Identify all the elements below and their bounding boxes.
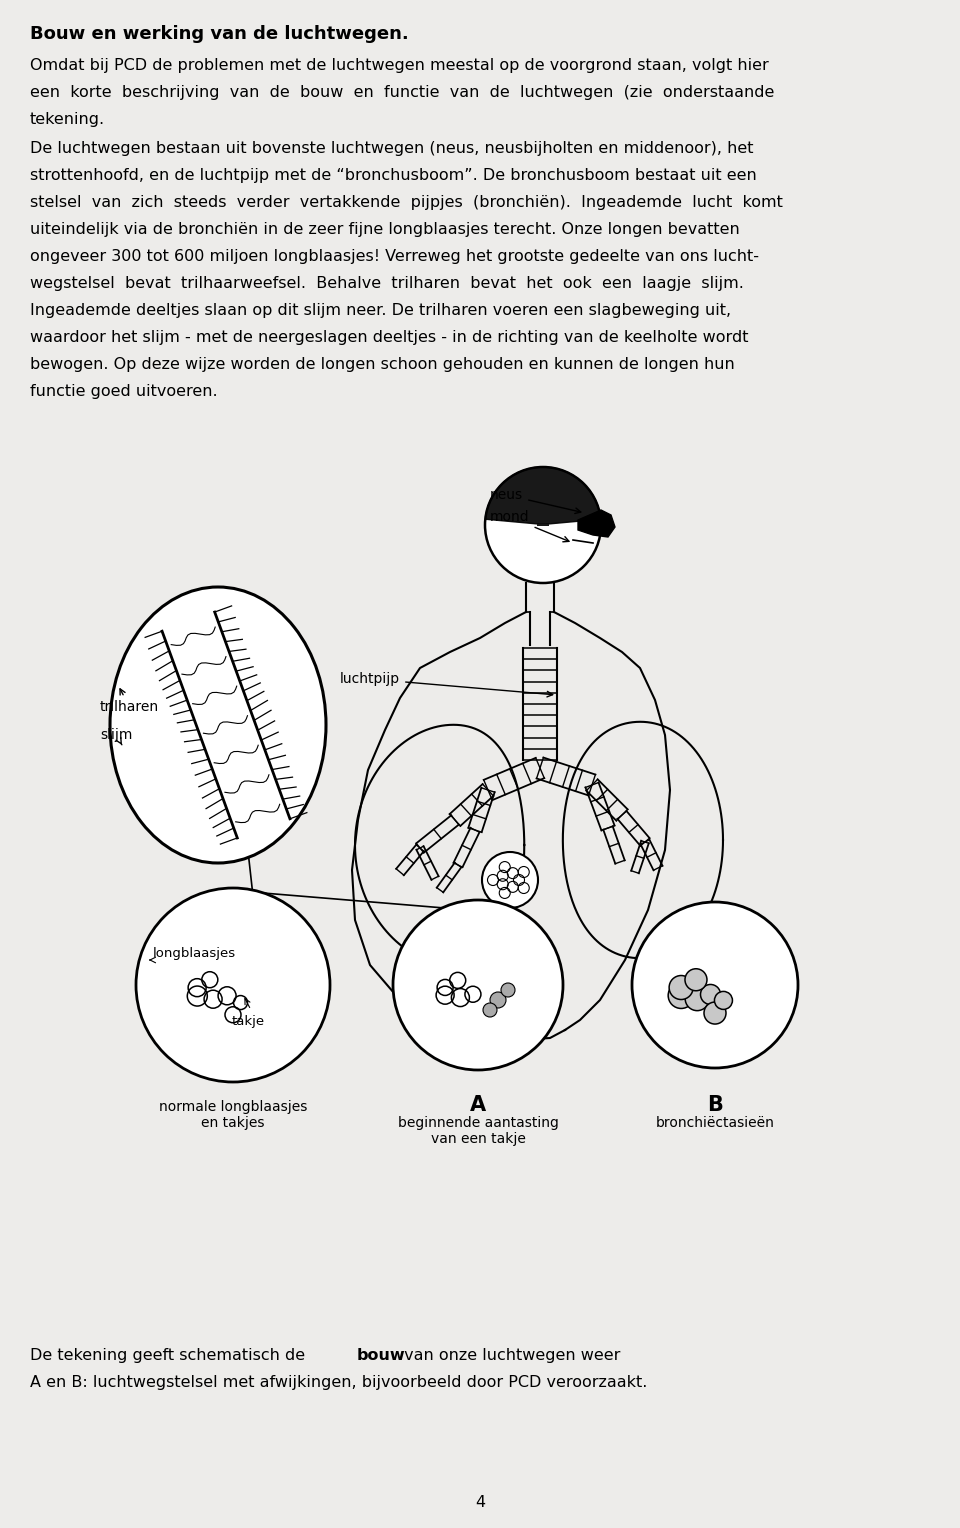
Circle shape — [704, 1002, 726, 1024]
Text: waardoor het slijm - met de neergeslagen deeltjes - in de richting van de keelho: waardoor het slijm - met de neergeslagen… — [30, 330, 749, 345]
Circle shape — [136, 888, 330, 1082]
Circle shape — [490, 992, 506, 1008]
Text: De tekening geeft schematisch de: De tekening geeft schematisch de — [30, 1348, 310, 1363]
Circle shape — [485, 468, 601, 584]
Text: trilharen: trilharen — [100, 689, 159, 714]
Circle shape — [685, 969, 707, 990]
Text: A: A — [470, 1096, 486, 1115]
Circle shape — [482, 853, 538, 908]
Text: slijm: slijm — [100, 727, 132, 744]
Circle shape — [393, 900, 563, 1070]
Polygon shape — [578, 510, 615, 536]
Text: een  korte  beschrijving  van  de  bouw  en  functie  van  de  luchtwegen  (zie : een korte beschrijving van de bouw en fu… — [30, 86, 775, 99]
Text: van onze luchtwegen weer: van onze luchtwegen weer — [399, 1348, 620, 1363]
Text: functie goed uitvoeren.: functie goed uitvoeren. — [30, 384, 218, 399]
Circle shape — [685, 987, 709, 1010]
Text: mond: mond — [490, 510, 569, 542]
Text: Ingeademde deeltjes slaan op dit slijm neer. De trilharen voeren een slagbewegin: Ingeademde deeltjes slaan op dit slijm n… — [30, 303, 732, 318]
Circle shape — [483, 1002, 497, 1018]
Text: beginnende aantasting
van een takje: beginnende aantasting van een takje — [397, 1115, 559, 1146]
Text: bronchiëctasieën: bronchiëctasieën — [656, 1115, 775, 1131]
Circle shape — [714, 992, 732, 1010]
Circle shape — [632, 902, 798, 1068]
Text: ongeveer 300 tot 600 miljoen longblaasjes! Verreweg het grootste gedeelte van on: ongeveer 300 tot 600 miljoen longblaasje… — [30, 249, 759, 264]
Ellipse shape — [110, 587, 326, 863]
Circle shape — [669, 975, 693, 999]
Text: normale longblaasjes
en takjes: normale longblaasjes en takjes — [158, 1100, 307, 1131]
Text: neus: neus — [490, 487, 581, 513]
Text: strottenhoofd, en de luchtpijp met de “bronchusboom”. De bronchusboom bestaat ui: strottenhoofd, en de luchtpijp met de “b… — [30, 168, 756, 183]
Text: B: B — [708, 1096, 723, 1115]
Circle shape — [501, 983, 515, 996]
Text: longblaasjes: longblaasjes — [153, 946, 236, 960]
Text: uiteindelijk via de bronchiën in de zeer fijne longblaasjes terecht. Onze longen: uiteindelijk via de bronchiën in de zeer… — [30, 222, 740, 237]
Circle shape — [701, 984, 721, 1004]
Text: tekening.: tekening. — [30, 112, 106, 127]
Text: A en B: luchtwegstelsel met afwijkingen, bijvoorbeeld door PCD veroorzaakt.: A en B: luchtwegstelsel met afwijkingen,… — [30, 1375, 647, 1390]
Text: bewogen. Op deze wijze worden de longen schoon gehouden en kunnen de longen hun: bewogen. Op deze wijze worden de longen … — [30, 358, 734, 371]
Text: wegstelsel  bevat  trilhaarweefsel.  Behalve  trilharen  bevat  het  ook  een  l: wegstelsel bevat trilhaarweefsel. Behalv… — [30, 277, 744, 290]
Text: bouw: bouw — [357, 1348, 406, 1363]
Text: luchtpijp: luchtpijp — [340, 672, 553, 697]
Polygon shape — [486, 468, 601, 526]
Text: 4: 4 — [475, 1494, 485, 1510]
Circle shape — [668, 983, 694, 1008]
Text: Omdat bij PCD de problemen met de luchtwegen meestal op de voorgrond staan, volg: Omdat bij PCD de problemen met de luchtw… — [30, 58, 769, 73]
Text: takje: takje — [231, 1015, 265, 1028]
Text: stelsel  van  zich  steeds  verder  vertakkende  pijpjes  (bronchiën).  Ingeadem: stelsel van zich steeds verder vertakken… — [30, 196, 782, 209]
Text: Bouw en werking van de luchtwegen.: Bouw en werking van de luchtwegen. — [30, 24, 409, 43]
Text: De luchtwegen bestaan uit bovenste luchtwegen (neus, neusbijholten en middenoor): De luchtwegen bestaan uit bovenste lucht… — [30, 141, 754, 156]
